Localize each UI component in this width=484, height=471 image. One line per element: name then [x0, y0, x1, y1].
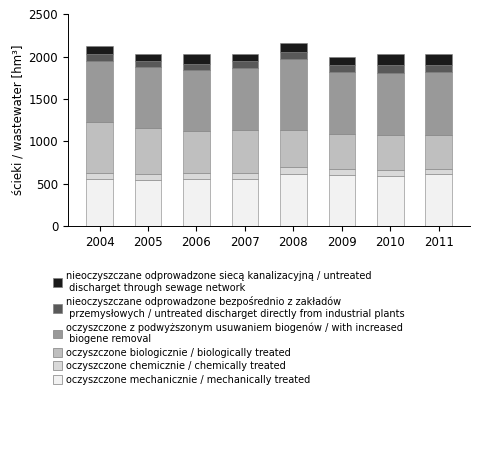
Bar: [86, 173, 113, 179]
Bar: [135, 67, 161, 128]
Bar: [424, 54, 451, 65]
Bar: [279, 43, 306, 52]
Bar: [328, 65, 354, 72]
Bar: [135, 174, 161, 180]
Bar: [424, 72, 451, 135]
Bar: [328, 57, 354, 65]
Bar: [183, 130, 210, 173]
Bar: [135, 180, 161, 226]
Bar: [376, 170, 403, 176]
Bar: [135, 55, 161, 61]
Bar: [86, 179, 113, 226]
Bar: [183, 70, 210, 130]
Bar: [424, 65, 451, 72]
Bar: [86, 122, 113, 173]
Bar: [86, 46, 113, 54]
Bar: [231, 55, 258, 61]
Bar: [328, 175, 354, 226]
Bar: [231, 173, 258, 179]
Bar: [231, 68, 258, 130]
Bar: [86, 61, 113, 122]
Bar: [328, 169, 354, 175]
Bar: [279, 173, 306, 226]
Bar: [376, 65, 403, 73]
Y-axis label: ścieki / wastewater [hm³]: ścieki / wastewater [hm³]: [11, 45, 24, 195]
Bar: [424, 174, 451, 226]
Bar: [328, 134, 354, 169]
Legend: nieoczyszczane odprowadzone siecą kanalizacyjną / untreated
 discharget through : nieoczyszczane odprowadzone siecą kanali…: [53, 271, 404, 384]
Bar: [135, 128, 161, 174]
Bar: [183, 173, 210, 179]
Bar: [183, 55, 210, 64]
Bar: [279, 167, 306, 173]
Bar: [231, 61, 258, 68]
Bar: [135, 61, 161, 67]
Bar: [328, 72, 354, 134]
Bar: [183, 64, 210, 70]
Bar: [183, 179, 210, 226]
Bar: [279, 59, 306, 130]
Bar: [279, 52, 306, 59]
Bar: [424, 169, 451, 174]
Bar: [376, 135, 403, 170]
Bar: [376, 73, 403, 135]
Bar: [279, 130, 306, 167]
Bar: [424, 135, 451, 169]
Bar: [231, 130, 258, 173]
Bar: [376, 176, 403, 226]
Bar: [231, 179, 258, 226]
Bar: [86, 55, 113, 61]
Bar: [376, 54, 403, 65]
